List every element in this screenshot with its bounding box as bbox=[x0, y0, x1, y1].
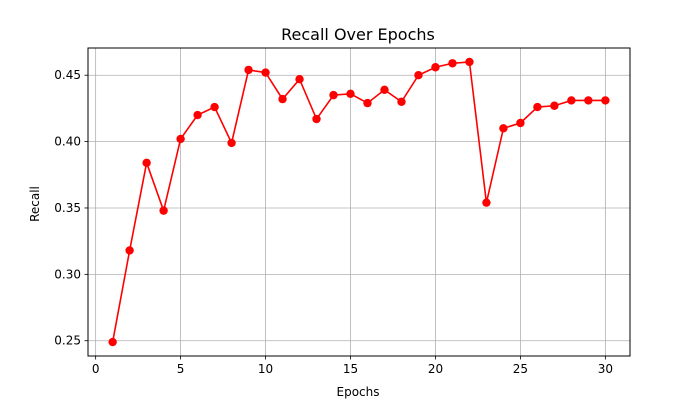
data-point bbox=[499, 124, 508, 133]
data-point bbox=[278, 94, 287, 104]
data-point bbox=[176, 134, 185, 144]
series-line bbox=[111, 61, 606, 343]
data-point bbox=[380, 85, 389, 95]
y-tick-label: 0.40 bbox=[54, 135, 81, 149]
data-point bbox=[448, 59, 457, 68]
data-point bbox=[431, 63, 440, 72]
data-point bbox=[193, 110, 202, 120]
data-point bbox=[108, 337, 117, 347]
data-point bbox=[363, 98, 372, 108]
data-point bbox=[550, 101, 559, 110]
x-tick-label: 20 bbox=[428, 362, 443, 376]
data-point bbox=[601, 96, 610, 105]
y-tick-label: 0.45 bbox=[54, 68, 81, 82]
data-point bbox=[482, 198, 491, 207]
series-recall bbox=[108, 57, 610, 347]
data-point bbox=[261, 68, 270, 77]
data-point bbox=[567, 96, 576, 105]
data-point bbox=[227, 138, 236, 148]
data-point bbox=[346, 89, 355, 99]
data-point bbox=[295, 74, 304, 84]
data-point bbox=[516, 118, 525, 128]
y-axis-label: Recall bbox=[28, 186, 42, 222]
data-point bbox=[397, 97, 406, 106]
x-tick-label: 30 bbox=[598, 362, 613, 376]
y-tick-label: 0.35 bbox=[54, 201, 81, 215]
data-point bbox=[125, 246, 134, 255]
y-tick-label: 0.30 bbox=[54, 267, 81, 281]
data-point bbox=[465, 57, 474, 67]
x-tick-label: 10 bbox=[258, 362, 273, 376]
data-point bbox=[329, 90, 338, 100]
axis-ticks: 0 5 10 15 20 25 30 0.25 0.30 0.35 0.40 0.45 bbox=[54, 68, 613, 376]
data-point bbox=[244, 65, 253, 75]
grid-lines bbox=[88, 48, 630, 356]
x-tick-label: 25 bbox=[513, 362, 528, 376]
y-tick-label: 0.25 bbox=[54, 334, 81, 348]
data-point bbox=[159, 206, 168, 215]
x-tick-label: 15 bbox=[343, 362, 358, 376]
x-tick-label: 5 bbox=[177, 362, 185, 376]
data-point bbox=[584, 96, 593, 105]
data-point bbox=[533, 102, 542, 112]
x-tick-label: 0 bbox=[92, 362, 100, 376]
chart-title: Recall Over Epochs bbox=[281, 25, 435, 44]
data-point bbox=[210, 102, 219, 112]
x-axis-label: Epochs bbox=[337, 385, 380, 399]
plot-frame bbox=[87, 47, 631, 357]
data-point bbox=[142, 158, 151, 168]
data-point bbox=[312, 114, 321, 124]
data-point bbox=[414, 71, 423, 80]
